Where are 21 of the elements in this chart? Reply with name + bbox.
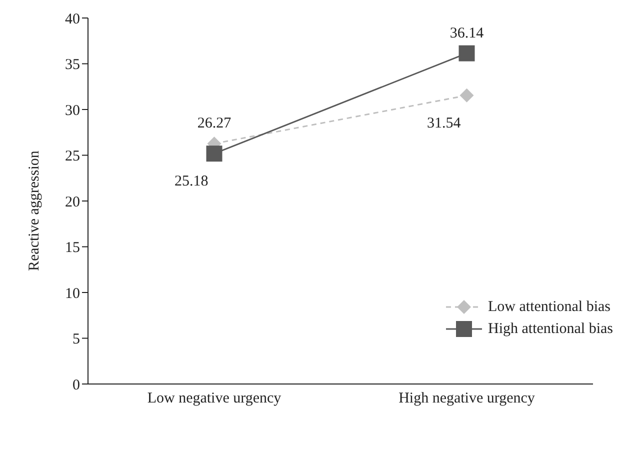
point (458, 45, 475, 62)
y-tick-label: 35 (65, 57, 80, 74)
legend-label: High attentional bias (488, 320, 613, 338)
data-label: 26.27 (197, 116, 232, 132)
y-tick-label: 15 (65, 240, 80, 256)
y-tick-label: 20 (65, 194, 80, 210)
x-tick-label: Low negative urgency (147, 390, 282, 407)
legend-label: Low attentional bias (488, 298, 610, 316)
y-tick-label: 10 (65, 286, 80, 302)
y-tick-label: 40 (65, 11, 80, 28)
data-label: 25.18 (174, 174, 208, 190)
y-tick-label: 30 (65, 102, 80, 119)
point (460, 88, 474, 102)
y-tick-label: 0 (72, 377, 80, 394)
point (206, 146, 222, 162)
x-tick-label: High negative urgency (398, 390, 536, 407)
y-tick-label: 5 (72, 332, 80, 348)
data-label: 36.14 (450, 25, 484, 42)
data-label: 31.54 (427, 115, 462, 132)
y-tick-label: 25 (65, 148, 80, 165)
y-axis-title: Reactive aggression (26, 150, 42, 271)
